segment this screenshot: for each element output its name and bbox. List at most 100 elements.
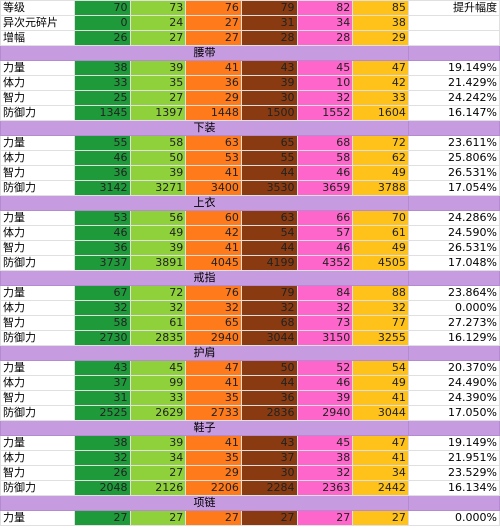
table-row: 力量 27 27 27 27 27 27 0.000% [0,510,500,526]
increase-percent: 25.806% [407,150,500,166]
value-cell: 65 [240,135,298,151]
value-cell: 41 [352,390,409,406]
row-label: 力量 [0,60,75,76]
row-label: 增幅 [0,30,75,46]
section-header: 腰带 [0,45,500,61]
value-cell: 45 [129,360,187,376]
value-cell: 27 [129,90,187,106]
increase-percent: 17.050% [407,405,500,421]
value-cell: 3271 [129,180,187,196]
increase-percent: 27.273% [407,315,500,331]
value-cell: 52 [296,360,354,376]
blank-cell [407,195,500,211]
value-cell: 79 [240,285,298,301]
row-label: 力量 [0,135,75,151]
value-cell: 60 [185,210,242,226]
table-row: 力量 55 58 63 65 68 72 23.611% [0,135,500,151]
blank-cell [407,345,500,361]
value-cell: 41 [185,375,242,391]
value-cell: 46 [296,240,354,256]
value-cell: 1604 [352,105,409,121]
value-cell: 32 [296,90,354,106]
value-cell: 32 [296,300,354,316]
table-row: 力量 53 56 60 63 66 70 24.286% [0,210,500,226]
increase-percent: 24.590% [407,225,500,241]
value-cell: 37 [240,450,298,466]
value-cell: 41 [185,435,242,451]
value-cell: 39 [296,390,354,406]
value-cell: 27 [129,465,187,481]
header-row: 异次元碎片 0 24 27 31 34 38 [0,15,500,31]
value-cell: 3530 [240,180,298,196]
value-cell: 63 [185,135,242,151]
increase-percent: 23.611% [407,135,500,151]
value-cell: 2940 [185,330,242,346]
value-cell: 49 [352,165,409,181]
row-label: 防御力 [0,330,75,346]
increase-percent: 19.149% [407,60,500,76]
value-cell: 55 [73,135,131,151]
value-cell: 77 [352,315,409,331]
row-label: 防御力 [0,255,75,271]
table-row: 体力 32 34 35 37 38 41 21.951% [0,450,500,466]
increase-percent: 17.048% [407,255,500,271]
value-cell: 68 [296,135,354,151]
value-cell: 62 [352,150,409,166]
value-cell: 73 [129,0,187,16]
value-cell: 50 [129,150,187,166]
value-cell: 46 [296,375,354,391]
increase-percent: 20.370% [407,360,500,376]
row-label: 体力 [0,225,75,241]
value-cell: 61 [352,225,409,241]
value-cell: 10 [296,75,354,91]
value-cell: 82 [296,0,354,16]
table-row: 防御力 3142 3271 3400 3530 3659 3788 17.054% [0,180,500,196]
section-title: 鞋子 [0,420,409,436]
section-header: 下装 [0,120,500,136]
value-cell: 39 [129,435,187,451]
table-row: 防御力 1345 1397 1448 1500 1552 1604 16.147% [0,105,500,121]
table-row: 防御力 2525 2629 2733 2836 2940 3044 17.050% [0,405,500,421]
row-label: 防御力 [0,480,75,496]
value-cell: 39 [129,240,187,256]
value-cell: 32 [185,300,242,316]
value-cell: 2836 [240,405,298,421]
value-cell: 4505 [352,255,409,271]
value-cell: 36 [73,240,131,256]
value-cell: 29 [352,30,409,46]
increase-percent: 21.951% [407,450,500,466]
value-cell: 53 [185,150,242,166]
value-cell: 85 [352,0,409,16]
row-label: 力量 [0,285,75,301]
increase-percent: 0.000% [407,300,500,316]
header-row: 等级 70 73 76 79 82 85 提升幅度 [0,0,500,16]
value-cell: 36 [240,390,298,406]
value-cell: 2730 [73,330,131,346]
table-row: 体力 46 49 42 54 57 61 24.590% [0,225,500,241]
value-cell: 28 [240,30,298,46]
value-cell: 34 [352,465,409,481]
row-label: 力量 [0,210,75,226]
value-cell: 54 [240,225,298,241]
value-cell: 44 [240,375,298,391]
value-cell: 27 [185,510,242,526]
table-row: 智力 36 39 41 44 46 49 26.531% [0,165,500,181]
increase-percent: 26.531% [407,240,500,256]
value-cell: 63 [240,210,298,226]
value-cell: 2206 [185,480,242,496]
value-cell: 2442 [352,480,409,496]
value-cell: 72 [352,135,409,151]
table-row: 智力 25 27 29 30 32 33 24.242% [0,90,500,106]
increase-percent: 0.000% [407,510,500,526]
value-cell: 49 [129,225,187,241]
increase-percent: 23.864% [407,285,500,301]
table-row: 防御力 2048 2126 2206 2284 2363 2442 16.134% [0,480,500,496]
value-cell: 45 [296,60,354,76]
value-cell: 24 [129,15,187,31]
row-label: 等级 [0,0,75,16]
row-label: 智力 [0,240,75,256]
value-cell: 4199 [240,255,298,271]
value-cell: 26 [73,465,131,481]
value-cell: 1448 [185,105,242,121]
